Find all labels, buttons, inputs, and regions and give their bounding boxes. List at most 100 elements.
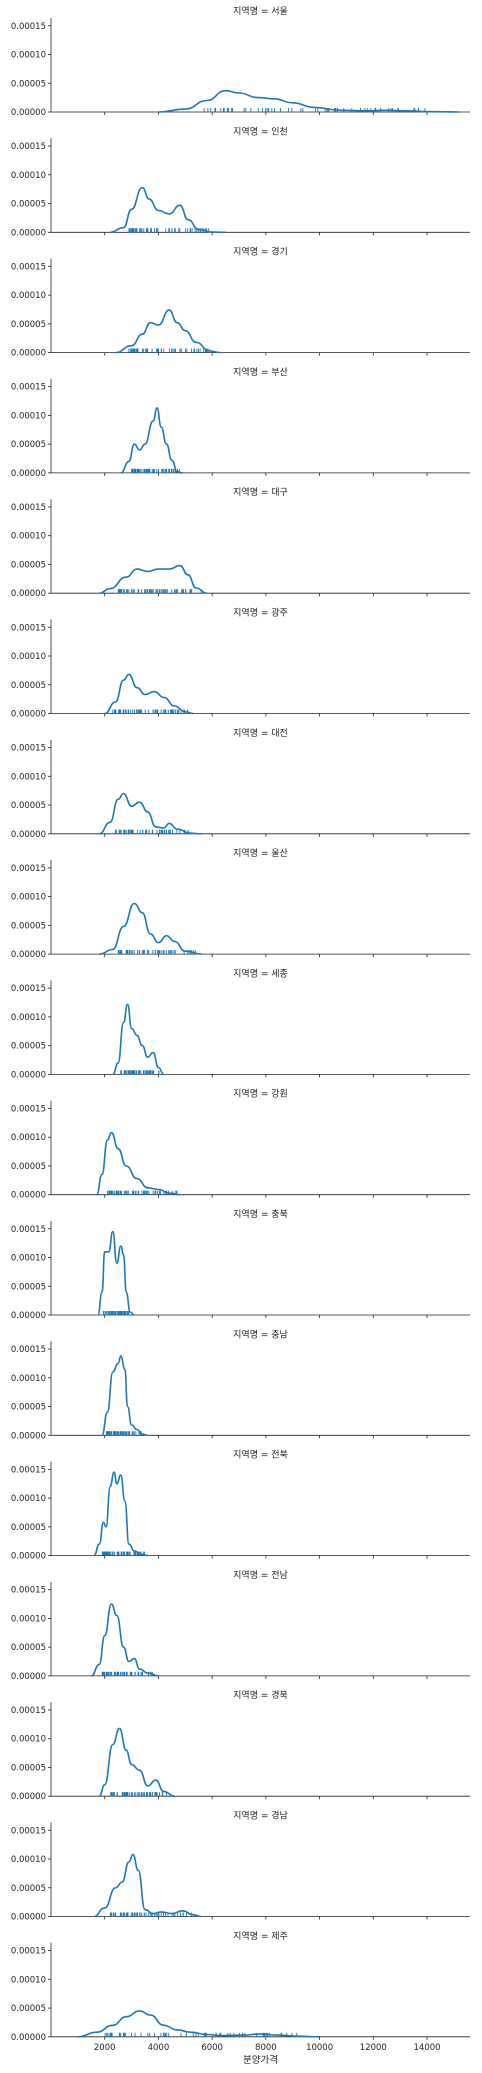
y-tick-label: 0.00015 — [11, 1947, 46, 1957]
y-tick-label: 0.00005 — [11, 1282, 46, 1292]
y-tick-label: 0.00015 — [11, 1586, 46, 1596]
y-tick-label: 0.00000 — [11, 1431, 46, 1441]
x-tick-label: 8000 — [255, 2043, 277, 2053]
facet-title: 지역명 = 광주 — [233, 607, 288, 619]
y-tick-label: 0.00015 — [11, 22, 46, 32]
y-tick-label: 0.00010 — [11, 1494, 46, 1504]
y-tick-label: 0.00015 — [11, 744, 46, 754]
y-tick-label: 0.00005 — [11, 1162, 46, 1172]
y-tick-label: 0.00000 — [11, 1191, 46, 1201]
y-tick-label: 0.00015 — [11, 383, 46, 393]
y-tick-label: 0.00010 — [11, 51, 46, 61]
y-tick-label: 0.00005 — [11, 560, 46, 570]
y-tick-label: 0.00010 — [11, 1975, 46, 1985]
facet-title: 지역명 = 충북 — [233, 1209, 288, 1220]
x-axis-label: 분양가격 — [243, 2054, 278, 2066]
kde-curve — [104, 673, 194, 715]
facet-title: 지역명 = 강원 — [233, 1089, 288, 1100]
x-tick-label: 12000 — [360, 2043, 387, 2053]
facet-title: 지역명 = 경기 — [233, 246, 288, 258]
y-tick-label: 0.00010 — [11, 291, 46, 301]
kde-curve — [99, 902, 202, 955]
y-tick-label: 0.00015 — [11, 984, 46, 994]
kde-curve — [77, 2010, 320, 2038]
y-tick-label: 0.00005 — [11, 1884, 46, 1894]
kde-curve — [95, 1131, 180, 1196]
y-tick-label: 0.00010 — [11, 1374, 46, 1384]
kde-curve — [98, 1727, 175, 1797]
kde-curve — [120, 407, 183, 474]
y-tick-label: 0.00000 — [11, 1311, 46, 1321]
facet-title: 지역명 = 제주 — [233, 1931, 288, 1942]
y-tick-label: 0.00000 — [11, 1792, 46, 1802]
y-tick-label: 0.00005 — [11, 681, 46, 691]
facet-title: 지역명 = 전남 — [233, 1570, 288, 1581]
facet-title: 지역명 = 세종 — [233, 968, 288, 979]
y-tick-label: 0.00010 — [11, 1855, 46, 1865]
y-tick-label: 0.00005 — [11, 440, 46, 450]
y-tick-label: 0.00010 — [11, 893, 46, 903]
y-tick-label: 0.00005 — [11, 1042, 46, 1052]
x-tick-label: 10000 — [306, 2043, 333, 2053]
y-tick-label: 0.00015 — [11, 1826, 46, 1836]
facet-title: 지역명 = 서울 — [233, 6, 288, 17]
kde-curve — [99, 792, 202, 835]
y-tick-label: 0.00005 — [11, 320, 46, 330]
facet-title: 지역명 = 울산 — [233, 848, 288, 859]
y-tick-label: 0.00005 — [11, 1523, 46, 1533]
x-tick-label: 2000 — [94, 2043, 116, 2053]
y-tick-label: 0.00010 — [11, 171, 46, 181]
y-tick-label: 0.00015 — [11, 864, 46, 874]
y-tick-label: 0.00005 — [11, 1643, 46, 1653]
y-tick-label: 0.00015 — [11, 1225, 46, 1235]
kde-curve — [93, 1471, 148, 1557]
y-tick-label: 0.00000 — [11, 589, 46, 599]
facet-title: 지역명 = 경북 — [233, 1689, 288, 1701]
y-tick-label: 0.00010 — [11, 1735, 46, 1745]
kde-curve — [115, 309, 221, 354]
kde-curve — [101, 1355, 148, 1437]
y-tick-label: 0.00010 — [11, 1133, 46, 1143]
y-tick-label: 0.00005 — [11, 1403, 46, 1413]
y-tick-label: 0.00015 — [11, 623, 46, 633]
y-tick-label: 0.00005 — [11, 200, 46, 210]
kde-curve — [97, 1230, 135, 1316]
y-tick-label: 0.00000 — [11, 1672, 46, 1682]
x-tick-label: 14000 — [414, 2043, 441, 2053]
y-tick-label: 0.00005 — [11, 79, 46, 89]
y-tick-label: 0.00010 — [11, 1013, 46, 1023]
y-tick-label: 0.00000 — [11, 1070, 46, 1080]
kde-curve — [93, 1853, 202, 1918]
y-tick-label: 0.00000 — [11, 469, 46, 479]
x-tick-label: 4000 — [148, 2043, 170, 2053]
y-tick-label: 0.00000 — [11, 108, 46, 118]
y-tick-label: 0.00015 — [11, 1345, 46, 1355]
y-tick-label: 0.00000 — [11, 349, 46, 359]
y-tick-label: 0.00015 — [11, 1465, 46, 1475]
y-tick-label: 0.00005 — [11, 2004, 46, 2014]
facet-title: 지역명 = 대전 — [233, 728, 288, 739]
facet-title: 지역명 = 전북 — [233, 1450, 288, 1461]
kde-curve — [99, 564, 207, 594]
y-tick-label: 0.00000 — [11, 950, 46, 960]
facet-title: 지역명 = 대구 — [233, 487, 288, 498]
facet-title: 지역명 = 부산 — [233, 367, 288, 378]
y-tick-label: 0.00000 — [11, 228, 46, 238]
y-tick-label: 0.00015 — [11, 262, 46, 272]
y-tick-label: 0.00010 — [11, 1614, 46, 1624]
y-tick-label: 0.00000 — [11, 2033, 46, 2043]
kde-curve — [112, 1003, 165, 1076]
facet-title: 지역명 = 인천 — [233, 126, 288, 137]
facet-title: 지역명 = 충남 — [233, 1329, 288, 1340]
y-tick-label: 0.00015 — [11, 1706, 46, 1716]
y-tick-label: 0.00005 — [11, 921, 46, 931]
y-tick-label: 0.00015 — [11, 142, 46, 152]
y-tick-label: 0.00005 — [11, 801, 46, 811]
y-tick-label: 0.00000 — [11, 1552, 46, 1562]
y-tick-label: 0.00005 — [11, 1763, 46, 1773]
y-tick-label: 0.00000 — [11, 830, 46, 840]
y-tick-label: 0.00010 — [11, 532, 46, 542]
x-tick-label: 6000 — [201, 2043, 223, 2053]
facet-title: 지역명 = 경남 — [233, 1810, 288, 1822]
